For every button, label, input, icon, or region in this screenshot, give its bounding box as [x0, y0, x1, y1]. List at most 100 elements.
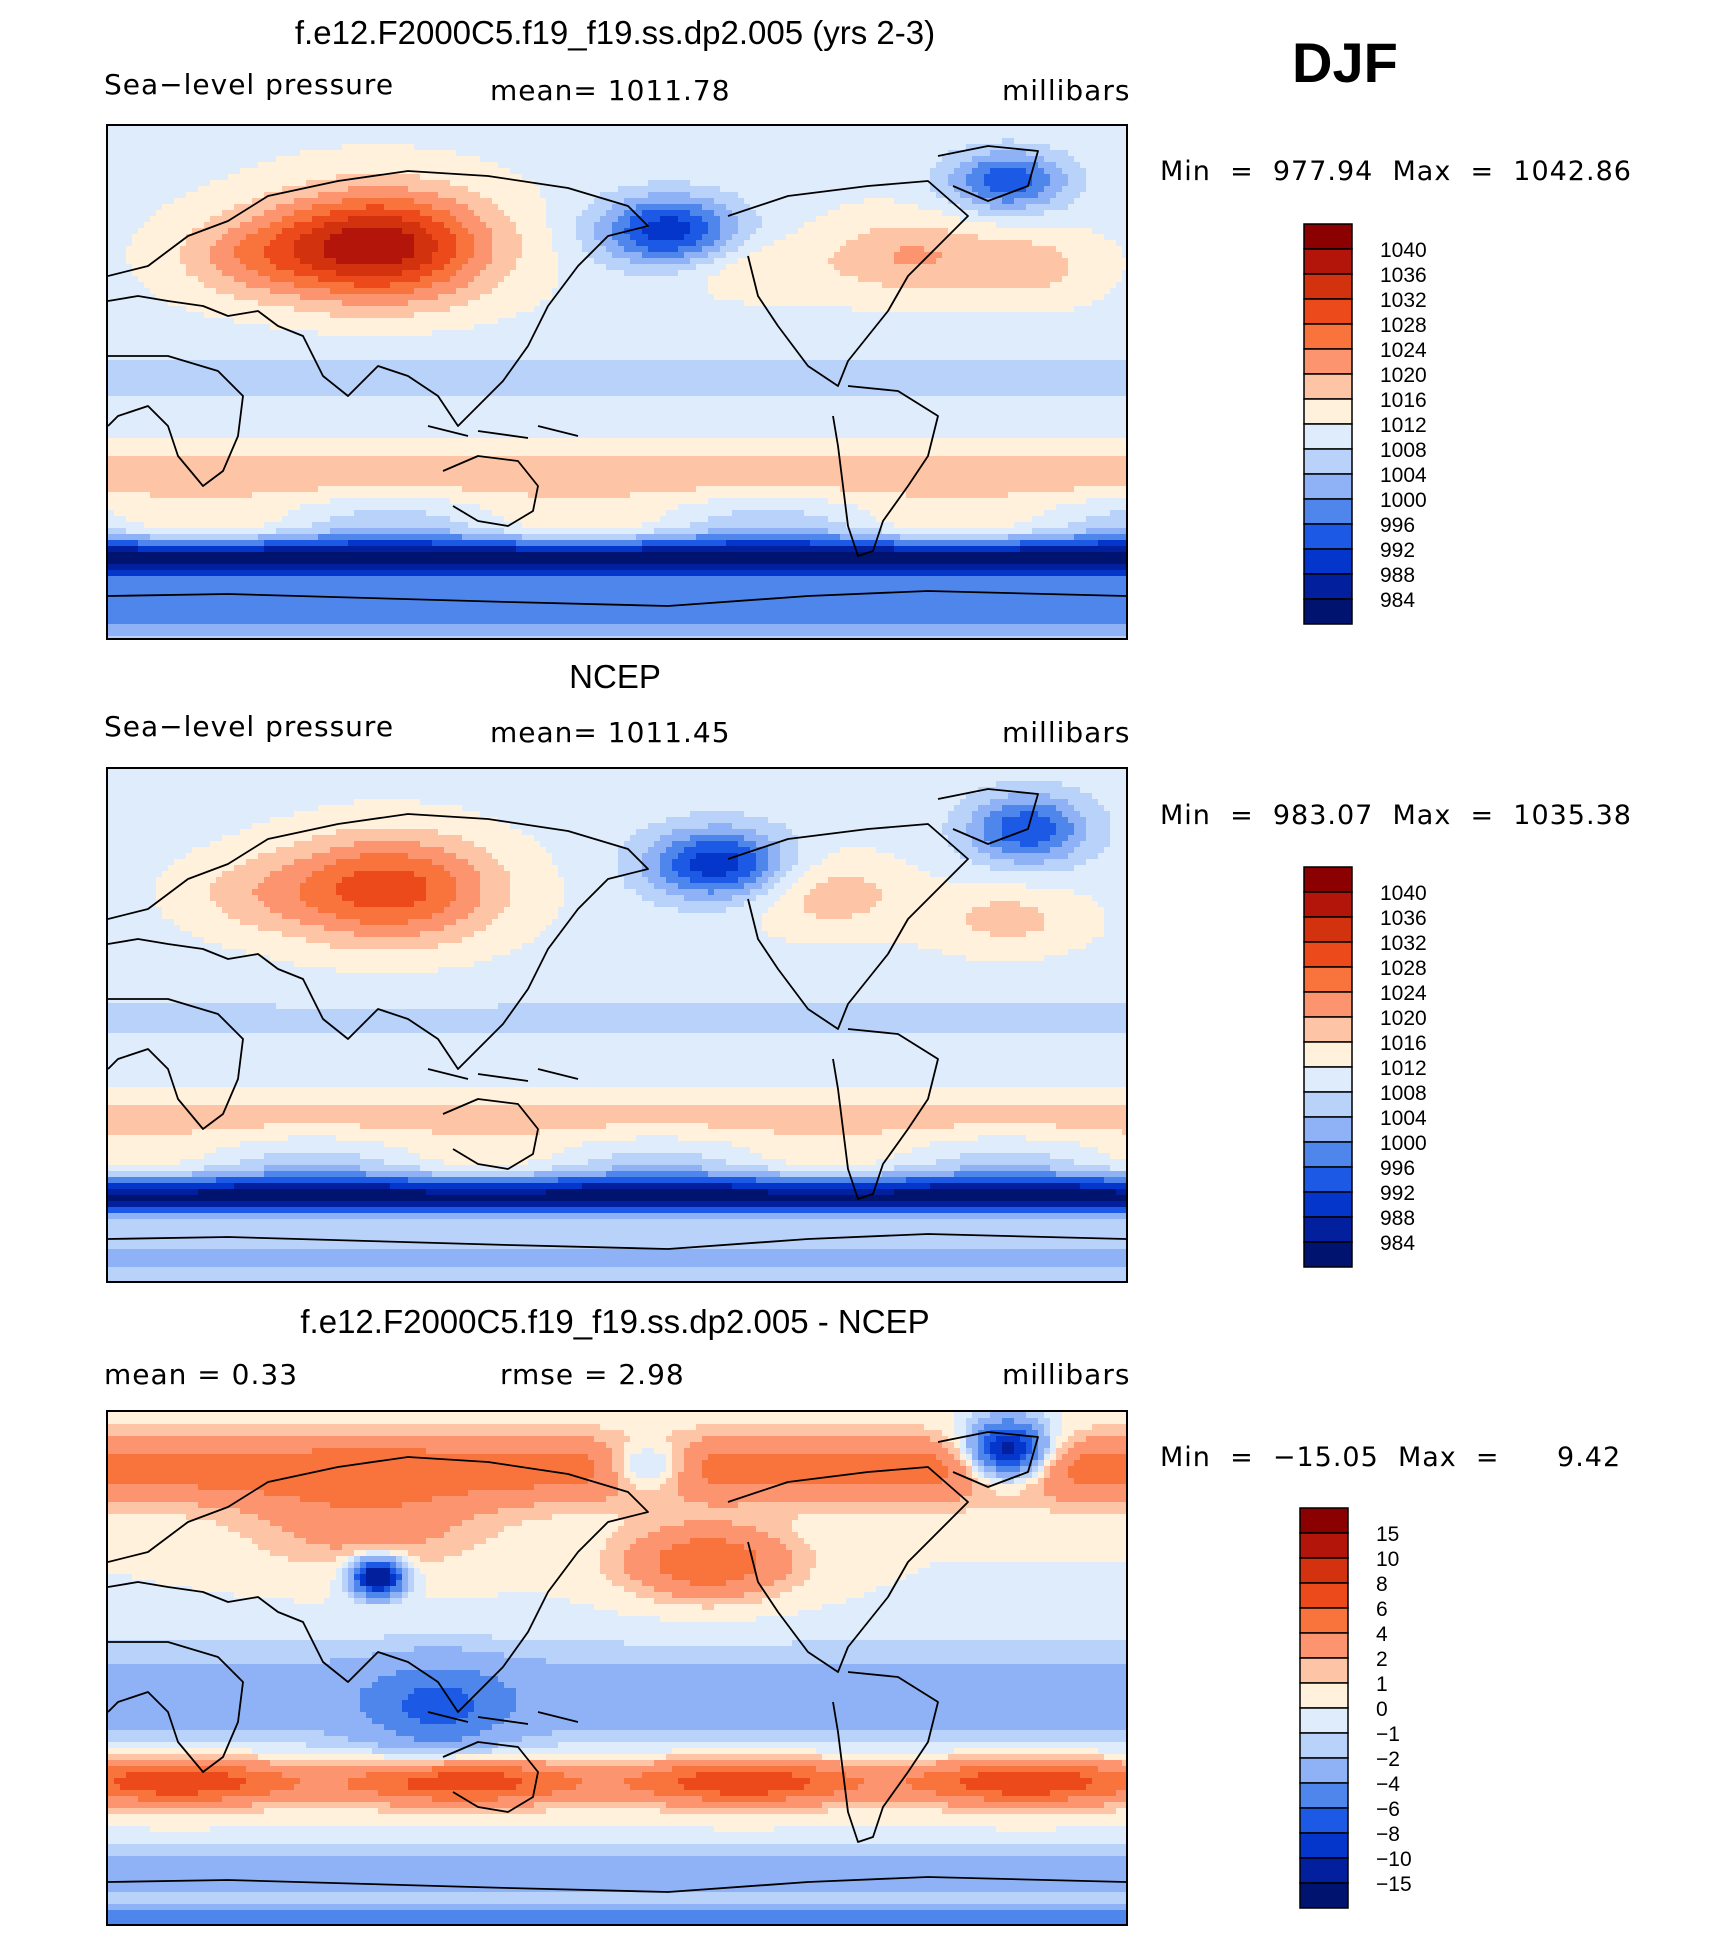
colorbar-swatch-5: [1303, 991, 1353, 1018]
colorbar-swatch-4: [1303, 966, 1353, 993]
colorbar-swatch-3: [1303, 941, 1353, 968]
colorbar-swatch-4: [1299, 1607, 1349, 1634]
panel-2-colorbar-svg: 1040103610321028102410201016101210081004…: [1303, 866, 1427, 1268]
colorbar-swatch-12: [1303, 523, 1353, 550]
colorbar-label-2: 1032: [1380, 932, 1427, 955]
colorbar-label-1: 10: [1376, 1548, 1399, 1571]
colorbar-swatch-11: [1303, 498, 1353, 525]
colorbar-label-5: 2: [1376, 1648, 1388, 1671]
panel-2-coastlines: [108, 788, 1126, 1250]
colorbar-label-3: 6: [1376, 1598, 1388, 1621]
colorbar-swatch-6: [1303, 373, 1353, 400]
colorbar-swatch-10: [1299, 1757, 1349, 1784]
colorbar-label-8: 1008: [1380, 1082, 1427, 1105]
colorbar-swatch-4: [1303, 323, 1353, 350]
panel-3-map: [106, 1410, 1128, 1926]
colorbar-swatch-0: [1303, 223, 1353, 250]
colorbar-label-13: 988: [1380, 564, 1415, 587]
colorbar-label-11: −6: [1376, 1798, 1400, 1821]
colorbar-swatch-1: [1303, 248, 1353, 275]
panel-1-map: [106, 124, 1128, 640]
panel-1-coastlines: [108, 145, 1126, 607]
colorbar-swatch-15: [1299, 1882, 1349, 1909]
colorbar-swatch-7: [1303, 398, 1353, 425]
panel-2-map: [106, 767, 1128, 1283]
colorbar-label-6: 1016: [1380, 1032, 1427, 1055]
colorbar-swatch-8: [1303, 1066, 1353, 1093]
panel-3-title: f.e12.F2000C5.f19_f19.ss.dp2.005 - NCEP: [106, 1303, 1124, 1341]
panel-1-contour-field: [108, 126, 1126, 638]
panel-1-units-label: millibars: [1002, 74, 1130, 107]
colorbar-label-10: 1000: [1380, 489, 1427, 512]
panel-3-colorbar: 15 10 8 6 4 2 1 0 −1 −2 −4 −6 −8 −10 −15: [1298, 1506, 1448, 1917]
season-label: DJF: [1292, 30, 1398, 95]
colorbar-swatch-13: [1303, 548, 1353, 575]
colorbar-swatch-1: [1303, 891, 1353, 918]
colorbar-label-6: 1016: [1380, 389, 1427, 412]
colorbar-swatch-12: [1303, 1166, 1353, 1193]
colorbar-label-0: 1040: [1380, 239, 1427, 262]
colorbar-label-0: 1040: [1380, 882, 1427, 905]
panel-2-title: NCEP: [106, 658, 1124, 696]
colorbar-swatch-10: [1303, 473, 1353, 500]
colorbar-swatch-9: [1299, 1732, 1349, 1759]
colorbar-swatch-8: [1299, 1707, 1349, 1734]
panel-3-min-max: Min = −15.05 Max = 9.42: [1160, 1442, 1621, 1473]
colorbar-label-7: 1012: [1380, 1057, 1427, 1080]
colorbar-label-7: 0: [1376, 1698, 1388, 1721]
colorbar-label-12: −8: [1376, 1823, 1400, 1846]
colorbar-swatch-6: [1303, 1016, 1353, 1043]
colorbar-label-4: 1024: [1380, 339, 1427, 362]
colorbar-label-2: 1032: [1380, 289, 1427, 312]
colorbar-swatch-5: [1299, 1632, 1349, 1659]
colorbar-swatch-14: [1303, 573, 1353, 600]
panel-2-mean-label: mean= 1011.45: [490, 716, 731, 749]
colorbar-swatch-7: [1303, 1041, 1353, 1068]
colorbar-swatch-15: [1303, 1241, 1353, 1268]
colorbar-label-10: −4: [1376, 1773, 1400, 1796]
colorbar-swatch-14: [1303, 1216, 1353, 1243]
colorbar-label-0: 15: [1376, 1523, 1399, 1546]
colorbar-swatch-2: [1303, 273, 1353, 300]
colorbar-label-13: 988: [1380, 1207, 1415, 1230]
colorbar-swatch-12: [1299, 1807, 1349, 1834]
colorbar-label-4: 1024: [1380, 982, 1427, 1005]
colorbar-swatch-15: [1303, 598, 1353, 625]
colorbar-label-6: 1: [1376, 1673, 1388, 1696]
colorbar-label-10: 1000: [1380, 1132, 1427, 1155]
panel-3-coastlines: [108, 1431, 1126, 1893]
colorbar-swatch-1: [1299, 1532, 1349, 1559]
colorbar-swatch-0: [1303, 866, 1353, 893]
panel-3-units-label: millibars: [1002, 1358, 1130, 1391]
colorbar-label-14: 984: [1380, 589, 1415, 612]
colorbar-label-14: 984: [1380, 1232, 1415, 1255]
colorbar-swatch-11: [1303, 1141, 1353, 1168]
colorbar-swatch-7: [1299, 1682, 1349, 1709]
colorbar-label-12: 992: [1380, 1182, 1415, 1205]
colorbar-swatch-13: [1299, 1832, 1349, 1859]
colorbar-label-8: 1008: [1380, 439, 1427, 462]
colorbar-label-3: 1028: [1380, 957, 1427, 980]
colorbar-swatch-3: [1299, 1582, 1349, 1609]
panel-1-min-max: Min = 977.94 Max = 1042.86: [1160, 156, 1632, 187]
colorbar-swatch-2: [1299, 1557, 1349, 1584]
colorbar-label-14: −15: [1376, 1873, 1412, 1896]
panel-3-contour-field: [108, 1412, 1126, 1924]
panel-3-rmse-label: rmse = 2.98: [500, 1358, 685, 1391]
panel-1-title: f.e12.F2000C5.f19_f19.ss.dp2.005 (yrs 2-…: [106, 14, 1124, 52]
panel-1-map-svg: [108, 126, 1126, 638]
colorbar-label-5: 1020: [1380, 364, 1427, 387]
panel-2-units-label: millibars: [1002, 716, 1130, 749]
colorbar-swatch-6: [1299, 1657, 1349, 1684]
colorbar-swatch-9: [1303, 448, 1353, 475]
colorbar-swatch-13: [1303, 1191, 1353, 1218]
panel-2-min-max: Min = 983.07 Max = 1035.38: [1160, 800, 1632, 831]
panel-3-mean-label: mean = 0.33: [104, 1358, 298, 1391]
panel-1-mean-label: mean= 1011.78: [490, 74, 731, 107]
colorbar-label-5: 1020: [1380, 1007, 1427, 1030]
colorbar-swatch-5: [1303, 348, 1353, 375]
panel-1-variable-label: Sea−level pressure: [104, 68, 394, 101]
colorbar-swatch-0: [1299, 1507, 1349, 1534]
colorbar-label-9: 1004: [1380, 1107, 1427, 1130]
